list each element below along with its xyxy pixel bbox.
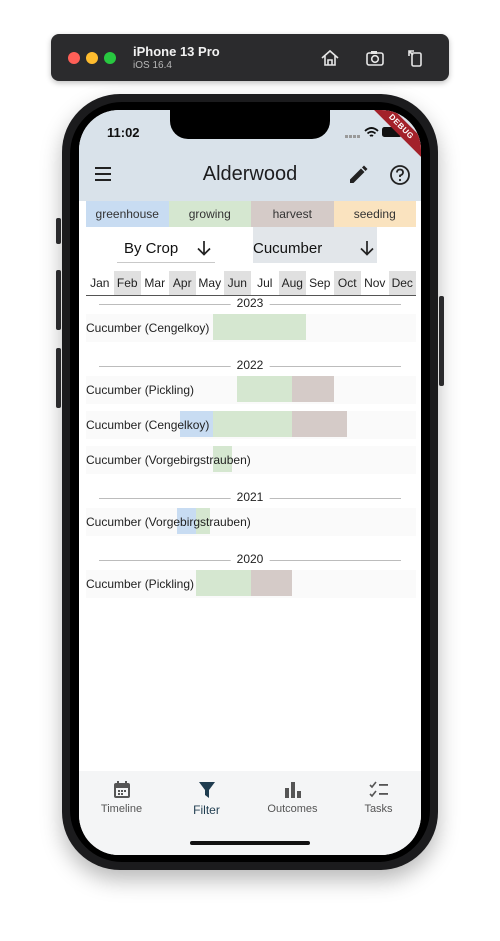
crop-select[interactable]	[253, 227, 377, 263]
month-label: Mar	[144, 276, 166, 290]
nav-label: Tasks	[364, 803, 393, 815]
phase-bar-harvest	[292, 411, 348, 437]
home-icon[interactable]	[319, 47, 341, 69]
arrow-down-icon[interactable]	[195, 239, 213, 257]
volume-down-button	[56, 348, 61, 408]
phase-bar-growing	[237, 376, 293, 402]
year-divider: 2021	[99, 490, 401, 506]
month-label: May	[198, 276, 222, 290]
app-title: Alderwood	[202, 163, 298, 185]
phase-legend: greenhouse growing harvest seeding	[86, 201, 416, 227]
phase-bar-harvest	[292, 376, 334, 402]
month-label: Sep	[309, 276, 331, 290]
minimize-window-button[interactable]	[86, 52, 98, 64]
month-label: Dec	[388, 271, 416, 295]
phase-bar-growing	[212, 411, 293, 437]
crop-row[interactable]: Cucumber (Cengelkoy)	[86, 411, 416, 439]
month-label: Feb	[113, 271, 141, 295]
month-label: Oct	[333, 271, 361, 295]
month-label: Aug	[278, 271, 306, 295]
year-label: 2023	[230, 296, 270, 310]
nav-filter[interactable]: Filter	[164, 779, 249, 817]
wifi-icon	[364, 127, 379, 137]
calendar-icon	[113, 781, 130, 798]
menu-icon[interactable]	[93, 166, 115, 182]
nav-label: Outcomes	[267, 803, 318, 815]
month-label: Jun	[223, 271, 251, 295]
month-label: Jul	[257, 276, 273, 290]
crop-row[interactable]: Cucumber (Vorgebirgstrauben)	[86, 446, 416, 474]
month-label: Nov	[364, 276, 386, 290]
crop-row-label: Cucumber (Pickling)	[86, 383, 195, 397]
crop-row-label: Cucumber (Vorgebirgstrauben)	[86, 453, 251, 467]
nav-outcomes[interactable]: Outcomes	[250, 779, 335, 815]
screenshot-icon[interactable]	[364, 47, 386, 69]
legend-greenhouse: greenhouse	[86, 201, 169, 227]
arrow-down-icon[interactable]	[358, 239, 376, 257]
year-divider: 2022	[99, 358, 401, 374]
legend-growing: growing	[168, 201, 251, 227]
phase-bar-greenhouse	[179, 411, 213, 437]
legend-seeding: seeding	[333, 201, 416, 227]
month-label: Jan	[90, 276, 110, 290]
home-indicator	[190, 841, 310, 845]
phase-bar-growing	[196, 570, 251, 596]
legend-harvest: harvest	[251, 201, 334, 227]
phase-bar-growing	[196, 508, 210, 534]
crop-row-label: Cucumber (Cengelkoy)	[86, 321, 210, 335]
mute-switch	[56, 218, 61, 244]
bar-chart-icon	[284, 782, 301, 798]
year-label: 2022	[230, 358, 270, 372]
year-label: 2020	[230, 552, 270, 566]
volume-up-button	[56, 270, 61, 330]
rotate-icon[interactable]	[405, 47, 427, 69]
status-time: 11:02	[107, 125, 140, 140]
filter-icon	[198, 782, 215, 798]
nav-timeline[interactable]: Timeline	[79, 779, 164, 815]
notch	[170, 110, 330, 139]
crop-row[interactable]: Cucumber (Pickling)	[86, 376, 416, 404]
crop-row[interactable]: Cucumber (Vorgebirgstrauben)	[86, 508, 416, 536]
signal-icon	[345, 135, 360, 138]
year-divider: 2023	[99, 296, 401, 312]
crop-select-value[interactable]: Cucumber	[253, 240, 323, 257]
nav-label: Filter	[193, 803, 220, 817]
app-screen: 11:02 DEBUG Alderwood greenhouse growing…	[79, 110, 421, 855]
simulator-os-version: iOS 16.4	[133, 60, 172, 71]
status-icons	[345, 124, 405, 140]
sort-dropdown[interactable]: By Crop	[124, 240, 179, 257]
sort-dropdown-underline	[117, 262, 215, 263]
crop-row-label: Cucumber (Vorgebirgstrauben)	[86, 515, 251, 529]
close-window-button[interactable]	[68, 52, 80, 64]
help-icon[interactable]	[389, 164, 411, 186]
phase-bar-greenhouse	[176, 508, 196, 534]
month-label: Apr	[168, 271, 196, 295]
zoom-window-button[interactable]	[104, 52, 116, 64]
crop-row-label: Cucumber (Pickling)	[86, 577, 195, 591]
simulator-toolbar: iPhone 13 Pro iOS 16.4	[51, 34, 449, 81]
phase-bar-growing	[212, 446, 232, 472]
simulator-device-name: iPhone 13 Pro	[133, 44, 220, 59]
year-divider: 2020	[99, 552, 401, 568]
crop-row-label: Cucumber (Cengelkoy)	[86, 418, 210, 432]
checklist-icon	[368, 781, 388, 798]
year-label: 2021	[230, 490, 270, 504]
nav-label: Timeline	[100, 803, 143, 815]
phase-bar-growing	[212, 314, 306, 340]
month-header: Jan Feb Mar Apr May Jun Jul Aug Sep Oct …	[86, 271, 416, 296]
crop-row[interactable]: Cucumber (Cengelkoy)	[86, 314, 416, 342]
crop-row[interactable]: Cucumber (Pickling)	[86, 570, 416, 598]
phase-bar-harvest	[251, 570, 293, 596]
edit-icon[interactable]	[347, 164, 369, 186]
power-button	[439, 296, 444, 386]
nav-tasks[interactable]: Tasks	[336, 779, 421, 815]
